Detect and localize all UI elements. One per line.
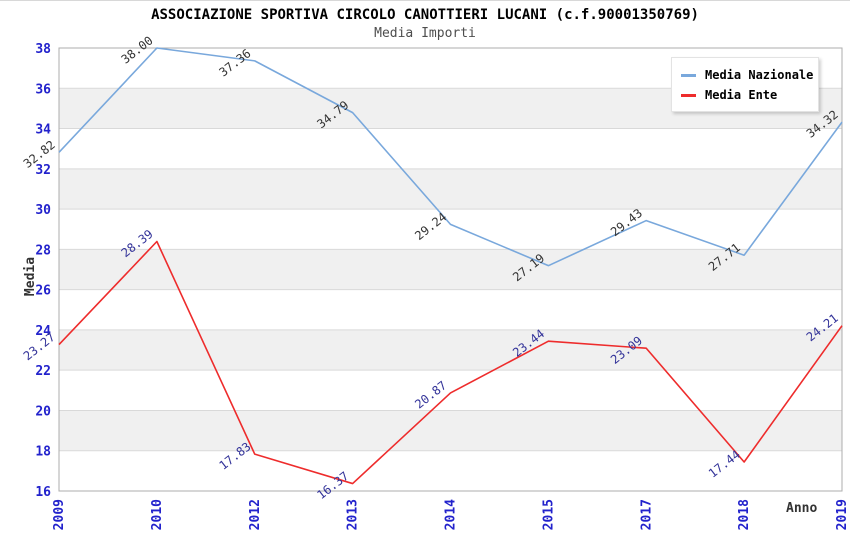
chart-subtitle: Media Importi: [374, 26, 476, 41]
x-tick-label: 2017: [639, 499, 654, 530]
y-tick-label: 18: [35, 445, 51, 460]
plot-band: [59, 329, 842, 371]
x-tick-label: 2015: [541, 499, 556, 530]
plot-border: [58, 47, 843, 492]
y-tick-label: 38: [35, 42, 51, 57]
legend-item-media-nazionale: Media Nazionale: [681, 65, 813, 85]
x-tick-label: 2012: [248, 499, 263, 530]
data-label: 20.87: [412, 378, 449, 411]
y-tick-label: 26: [35, 284, 51, 299]
plot-band: [59, 249, 842, 290]
chart-title: ASSOCIAZIONE SPORTIVA CIRCOLO CANOTTIERI…: [151, 7, 699, 23]
x-tick-label: 2019: [835, 499, 850, 530]
plot-band: [59, 410, 842, 451]
x-tick-label: 2018: [737, 499, 752, 530]
legend-item-media-ente: Media Ente: [681, 85, 809, 105]
x-tick-label: 2009: [52, 499, 67, 530]
plot-band: [59, 168, 842, 210]
x-axis-title: Anno: [786, 501, 818, 516]
legend-label: Media Nazionale: [705, 68, 814, 82]
series-line-media-ente: [58, 240, 843, 485]
y-tick-label: 28: [35, 243, 51, 258]
legend-swatch-blue-line-icon: [681, 73, 696, 77]
data-label: 17.44: [706, 447, 743, 480]
data-label: 37.36: [217, 46, 254, 79]
y-tick-label: 22: [35, 364, 51, 379]
y-tick-label: 16: [35, 485, 51, 500]
data-label: 29.43: [608, 206, 645, 239]
legend-swatch-red-line-icon: [681, 93, 696, 97]
data-label: 29.24: [412, 210, 449, 243]
x-tick-label: 2010: [150, 499, 165, 530]
y-tick-label: 36: [35, 82, 51, 97]
y-tick-label: 24: [35, 324, 51, 339]
y-tick-label: 30: [35, 203, 51, 218]
y-tick-label: 20: [35, 404, 51, 419]
y-axis-title: Media: [23, 256, 39, 297]
x-tick-label: 2014: [444, 499, 459, 530]
data-label: 38.00: [119, 33, 156, 66]
x-tick-label: 2013: [346, 499, 361, 530]
y-tick-label: 32: [35, 163, 51, 178]
legend: Media Nazionale Media Ente: [671, 57, 819, 112]
legend-label: Media Ente: [705, 88, 778, 102]
series-line-media-nazionale: [58, 47, 843, 267]
y-tick-label: 34: [35, 123, 51, 138]
